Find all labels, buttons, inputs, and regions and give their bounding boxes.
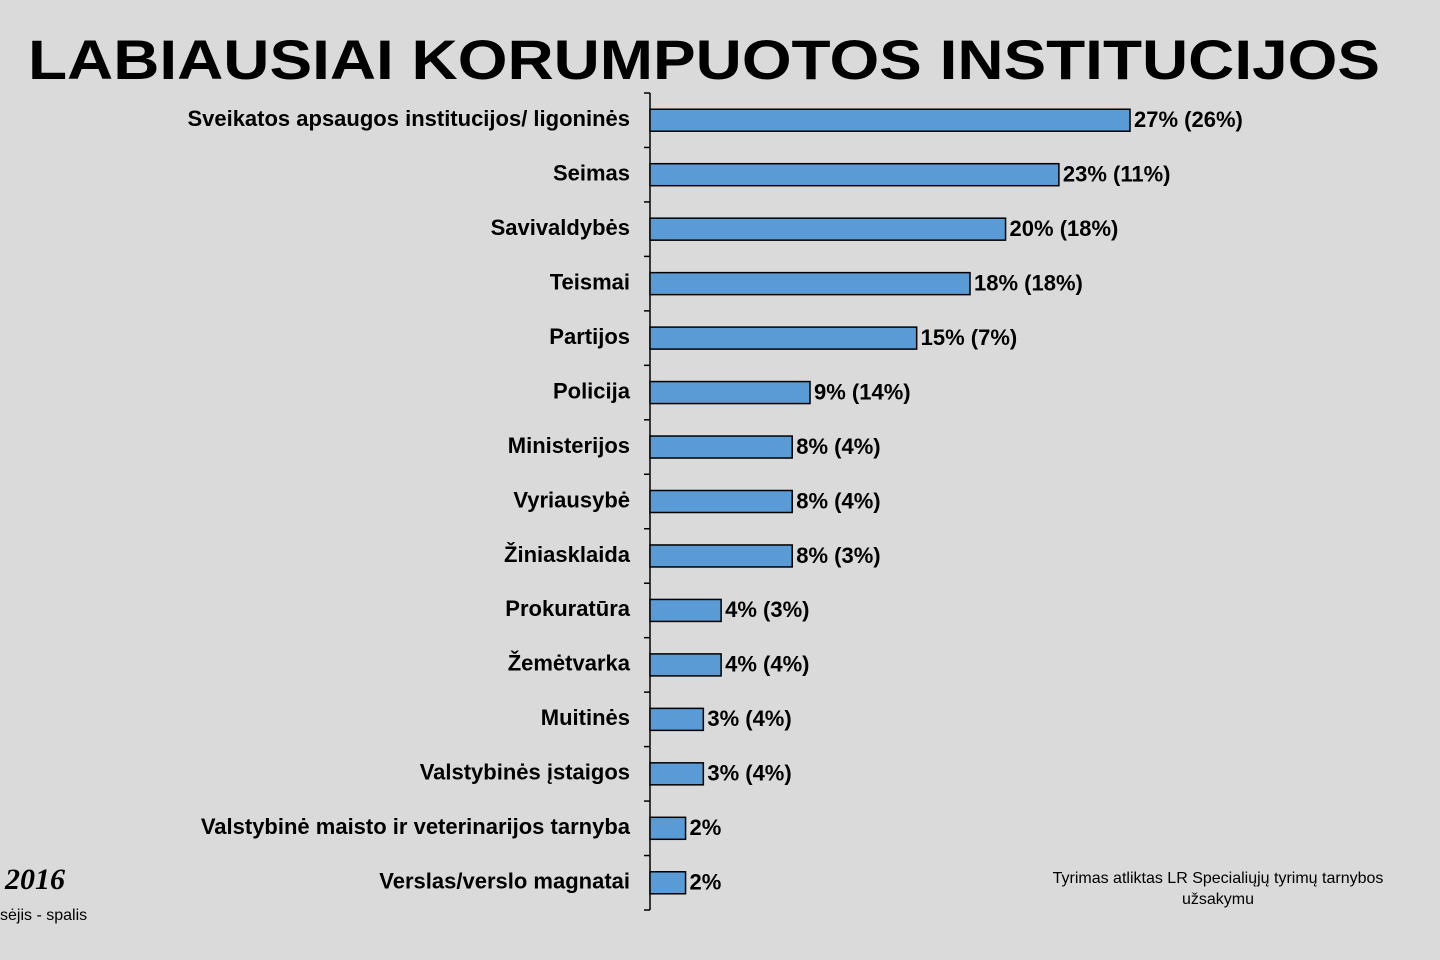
- category-label: Teismai: [550, 269, 630, 294]
- bar: [649, 653, 722, 677]
- value-label: 8% (3%): [796, 543, 880, 568]
- category-label: Sveikatos apsaugos institucijos/ ligonin…: [187, 106, 630, 131]
- bar: [649, 598, 722, 623]
- bar: [649, 762, 705, 786]
- category-label: Policija: [553, 378, 631, 403]
- category-label: Muitinės: [541, 705, 630, 730]
- bar: [649, 435, 793, 459]
- category-label: Vyriausybė: [513, 487, 630, 512]
- category-label: Partijos: [549, 324, 630, 349]
- value-label: 18% (18%): [974, 270, 1083, 295]
- value-label: 3% (4%): [707, 706, 791, 731]
- category-label: Valstybinė maisto ir veterinarijos tarny…: [201, 814, 631, 839]
- category-label: Verslas/verslo magnatai: [379, 869, 630, 894]
- period-label: sėjis - spalis: [0, 907, 87, 924]
- value-label: 9% (14%): [814, 379, 911, 404]
- value-label: 4% (3%): [725, 597, 809, 622]
- value-label: 4% (4%): [725, 652, 809, 677]
- bar: [649, 380, 811, 405]
- bar: [649, 217, 1007, 241]
- category-label: Savivaldybės: [491, 215, 630, 240]
- category-label: Seimas: [553, 161, 630, 186]
- value-label: 8% (4%): [796, 434, 880, 459]
- value-label: 15% (7%): [921, 325, 1018, 350]
- value-label: 8% (4%): [796, 488, 880, 513]
- category-label: Prokuratūra: [505, 596, 630, 621]
- bar: [649, 162, 1060, 187]
- category-label: Valstybinės įstaigos: [420, 760, 630, 785]
- bar: [649, 707, 705, 732]
- value-label: 27% (26%): [1134, 107, 1243, 132]
- bar: [649, 271, 971, 296]
- bar: [649, 489, 793, 514]
- source-note: Tyrimas atliktas LR Specialiųjų tyrimų t…: [1053, 870, 1384, 887]
- category-label: Ministerijos: [508, 433, 630, 458]
- value-label: 23% (11%): [1063, 162, 1171, 187]
- source-note: užsakymu: [1182, 891, 1254, 908]
- bar: [649, 326, 918, 350]
- bar: [649, 108, 1131, 132]
- chart-title: LABIAUSIAI KORUMPUOTOS INSTITUCIJOS: [28, 28, 1380, 91]
- category-label: Žemėtvarka: [508, 651, 631, 676]
- year-label: 2016: [4, 863, 65, 896]
- bar: [649, 544, 793, 568]
- value-label: 3% (4%): [707, 761, 791, 786]
- category-label: Žiniasklaida: [504, 542, 631, 567]
- value-label: 20% (18%): [1010, 216, 1119, 241]
- value-label: 2%: [690, 815, 722, 840]
- bar: [649, 816, 687, 841]
- value-label: 2%: [690, 870, 722, 895]
- bar: [649, 871, 687, 895]
